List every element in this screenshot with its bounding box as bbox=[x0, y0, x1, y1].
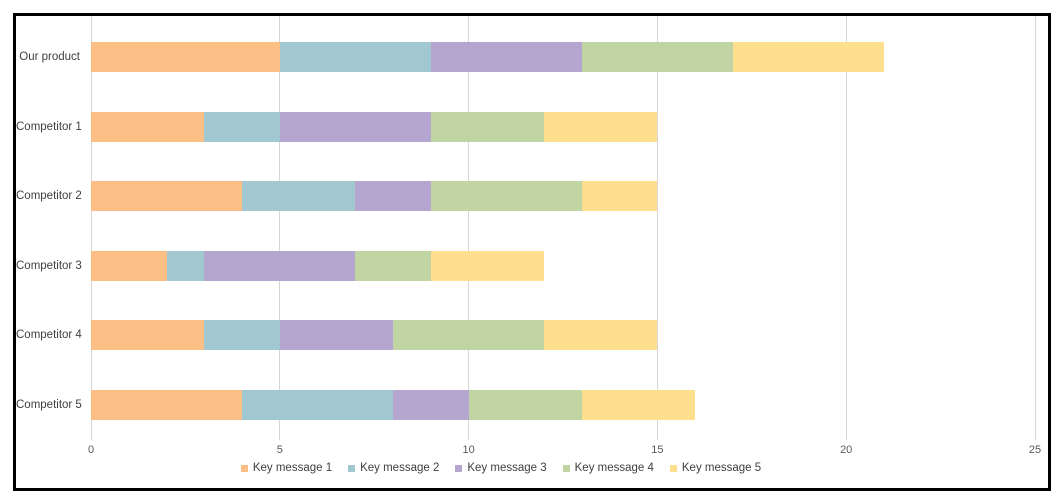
legend-label: Key message 3 bbox=[467, 462, 547, 474]
x-tick-label: 25 bbox=[1028, 444, 1042, 456]
legend-label: Key message 1 bbox=[252, 462, 333, 474]
bar-segment bbox=[242, 181, 356, 211]
bar-segment bbox=[91, 181, 243, 211]
category-label: Competitor 4 bbox=[16, 329, 82, 341]
gridline bbox=[656, 16, 658, 440]
bar-segment bbox=[355, 181, 431, 211]
x-tick-label: 10 bbox=[462, 444, 475, 456]
legend-swatch bbox=[240, 464, 248, 472]
category-label: Our product bbox=[19, 51, 80, 63]
bar-segment bbox=[204, 250, 356, 281]
legend-item: Key message 1 bbox=[240, 462, 333, 474]
legend-label: Key message 4 bbox=[574, 462, 654, 474]
category-label: Competitor 5 bbox=[16, 398, 82, 411]
bar-segment bbox=[91, 320, 205, 350]
bar-segment bbox=[279, 42, 431, 72]
category-label: Competitor 3 bbox=[16, 259, 82, 272]
bar-segment bbox=[581, 42, 733, 72]
bar-segment bbox=[581, 389, 696, 420]
legend-swatch bbox=[348, 464, 356, 472]
x-tick-label: 20 bbox=[840, 444, 853, 456]
bar-segment bbox=[242, 389, 394, 420]
legend-swatch bbox=[455, 464, 463, 472]
bar-segment bbox=[91, 389, 243, 420]
bar-segment bbox=[468, 389, 582, 420]
legend-label: Key message 5 bbox=[681, 462, 762, 474]
bar-segment bbox=[91, 250, 167, 281]
bar-segment bbox=[581, 181, 658, 211]
bar-segment bbox=[279, 111, 431, 142]
gridline bbox=[468, 16, 470, 440]
plot-area: Our product Competitor 1 Competitor 2 Compe… bbox=[16, 16, 1048, 488]
legend-item: Key message 2 bbox=[348, 462, 439, 474]
gridline bbox=[90, 16, 92, 440]
bar-segment bbox=[732, 42, 884, 72]
bar-segment bbox=[430, 181, 582, 211]
bar-segment bbox=[91, 42, 280, 72]
gridline bbox=[1034, 16, 1036, 440]
bar-segment bbox=[393, 320, 545, 350]
category-label: Competitor 1 bbox=[16, 120, 82, 133]
legend-item: Key message 4 bbox=[562, 462, 654, 474]
chart-frame: Our product Competitor 1 Competitor 2 Compe… bbox=[13, 13, 1051, 491]
category-label: Competitor 2 bbox=[16, 190, 82, 202]
bar-segment bbox=[166, 250, 205, 281]
bar-segment bbox=[204, 111, 280, 142]
bar-segment bbox=[544, 111, 658, 142]
bar-segment bbox=[430, 250, 545, 281]
gridline bbox=[279, 16, 281, 440]
legend-swatch bbox=[669, 464, 677, 472]
bar-segment bbox=[279, 320, 394, 350]
bar-segment bbox=[393, 389, 469, 420]
bar-segment bbox=[204, 320, 280, 350]
x-tick-label: 5 bbox=[276, 444, 283, 456]
gridline bbox=[845, 16, 847, 440]
legend: Key message 1 Key message 2 Key message 3 K… bbox=[16, 462, 1048, 474]
bar-segment bbox=[91, 111, 205, 142]
bar-segment bbox=[355, 250, 431, 281]
legend-label: Key message 2 bbox=[360, 462, 440, 474]
x-tick-label: 0 bbox=[87, 444, 95, 456]
bar-segment bbox=[544, 320, 658, 350]
bar-segment bbox=[430, 42, 582, 72]
legend-item: Key message 3 bbox=[455, 462, 547, 474]
legend-item: Key message 5 bbox=[669, 462, 762, 474]
x-tick-label: 15 bbox=[651, 444, 664, 456]
legend-swatch bbox=[562, 464, 570, 472]
bar-segment bbox=[430, 111, 545, 142]
